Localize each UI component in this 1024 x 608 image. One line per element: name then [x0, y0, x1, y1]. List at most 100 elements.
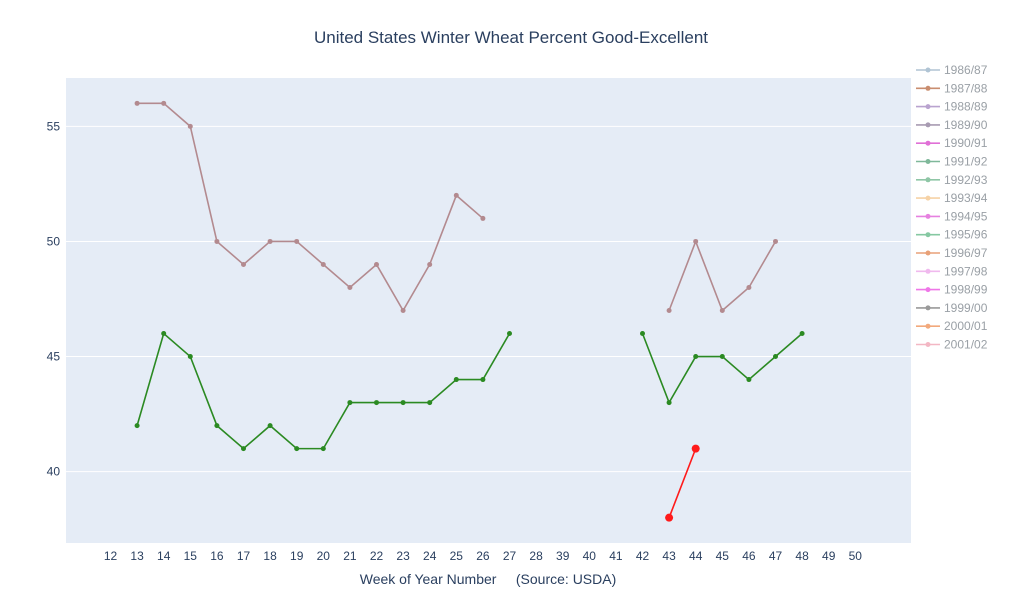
legend-item[interactable]: 1989/90	[916, 118, 988, 132]
legend-item[interactable]: 1996/97	[916, 246, 988, 260]
legend-label: 1996/97	[944, 246, 988, 260]
data-point	[665, 513, 674, 522]
legend-item[interactable]: 1988/89	[916, 100, 988, 114]
x-tick-label: 41	[609, 549, 623, 563]
data-point	[453, 192, 459, 198]
legend-swatch-marker	[925, 85, 931, 91]
legend-swatch-marker	[925, 342, 931, 347]
data-point	[400, 400, 406, 406]
data-point	[267, 238, 273, 244]
legend-swatch-marker	[925, 122, 931, 128]
legend-swatch-marker	[925, 104, 931, 110]
x-tick-label: 13	[130, 549, 144, 563]
series-2	[134, 331, 805, 452]
legend[interactable]: 1986/87 1987/88 1988/89 1989/90 1990/91 1991/…	[916, 63, 988, 352]
data-point	[746, 284, 752, 290]
data-point	[480, 215, 486, 221]
data-point	[320, 446, 326, 452]
x-tick-label: 14	[157, 549, 171, 563]
data-point	[507, 331, 512, 337]
series-line	[668, 448, 697, 518]
legend-item[interactable]: 2001/02	[916, 338, 988, 352]
legend-item[interactable]: 1992/93	[916, 173, 988, 187]
data-point	[400, 308, 406, 313]
legend-label: 1991/92	[944, 155, 988, 169]
legend-swatch-marker	[925, 268, 931, 274]
data-point	[320, 261, 326, 267]
legend-label: 1999/00	[944, 301, 988, 315]
data-point	[453, 377, 459, 383]
data-point	[241, 446, 246, 452]
legend-item[interactable]: 1990/91	[916, 136, 988, 150]
x-tick-label: 28	[529, 549, 543, 563]
series-layer	[134, 100, 805, 522]
legend-label: 2000/01	[944, 319, 988, 333]
x-tick-label: 18	[263, 549, 277, 563]
data-point	[719, 308, 725, 313]
y-tick-label: 55	[47, 119, 61, 133]
legend-item[interactable]: 1994/95	[916, 209, 988, 223]
data-point	[214, 423, 220, 429]
legend-swatch-marker	[925, 232, 931, 238]
x-tick-label: 47	[769, 549, 783, 563]
series-3	[665, 444, 700, 522]
data-point	[666, 400, 672, 406]
data-point	[693, 238, 699, 244]
x-tick-label: 46	[742, 549, 756, 563]
legend-swatch-marker	[925, 305, 931, 311]
legend-label: 1986/87	[944, 63, 988, 77]
data-point	[267, 423, 273, 429]
data-point	[693, 354, 699, 360]
data-point	[134, 100, 140, 106]
legend-item[interactable]: 1993/94	[916, 191, 988, 205]
x-tick-label: 23	[396, 549, 410, 563]
data-point	[427, 400, 433, 406]
legend-label: 1988/89	[944, 100, 988, 114]
x-tick-label: 17	[237, 549, 251, 563]
chart-title: United States Winter Wheat Percent Good-…	[314, 28, 708, 47]
series-1	[134, 100, 778, 313]
data-point	[773, 354, 778, 360]
x-tick-label: 44	[689, 549, 703, 563]
x-tick-label: 16	[210, 549, 224, 563]
data-point	[347, 284, 353, 290]
legend-item[interactable]: 2000/01	[916, 319, 988, 333]
data-point	[666, 308, 672, 313]
legend-label: 1995/96	[944, 228, 988, 242]
y-tick-label: 40	[47, 465, 61, 479]
legend-label: 1998/99	[944, 283, 988, 297]
legend-swatch-marker	[925, 213, 931, 219]
x-tick-label: 43	[662, 549, 676, 563]
legend-item[interactable]: 1998/99	[916, 283, 988, 297]
x-tick-label: 24	[423, 549, 437, 563]
x-tick-label: 48	[795, 549, 809, 563]
data-point	[214, 238, 220, 244]
legend-item[interactable]: 1987/88	[916, 81, 988, 95]
legend-label: 1990/91	[944, 136, 988, 150]
legend-swatch-marker	[925, 177, 931, 183]
data-point	[241, 261, 246, 267]
data-point	[187, 354, 193, 360]
legend-item[interactable]: 1991/92	[916, 155, 988, 169]
x-tick-label: 15	[184, 549, 198, 563]
data-point	[347, 400, 353, 406]
x-tick-label: 39	[556, 549, 570, 563]
x-tick-label: 20	[317, 549, 331, 563]
legend-item[interactable]: 1986/87	[916, 63, 988, 77]
legend-item[interactable]: 1997/98	[916, 264, 988, 278]
legend-item[interactable]: 1995/96	[916, 228, 988, 242]
data-point	[187, 123, 193, 129]
x-tick-label: 19	[290, 549, 304, 563]
x-tick-label: 22	[370, 549, 384, 563]
x-tick-label: 26	[476, 549, 490, 563]
gridlines	[66, 125, 911, 473]
data-point	[294, 238, 300, 244]
data-point	[640, 331, 645, 337]
legend-item[interactable]: 1999/00	[916, 301, 988, 315]
data-point	[691, 444, 700, 453]
series-line	[137, 102, 484, 313]
x-tick-label: 42	[636, 549, 650, 563]
x-tick-label: 21	[343, 549, 357, 563]
data-point	[134, 423, 140, 429]
data-point	[719, 354, 725, 360]
